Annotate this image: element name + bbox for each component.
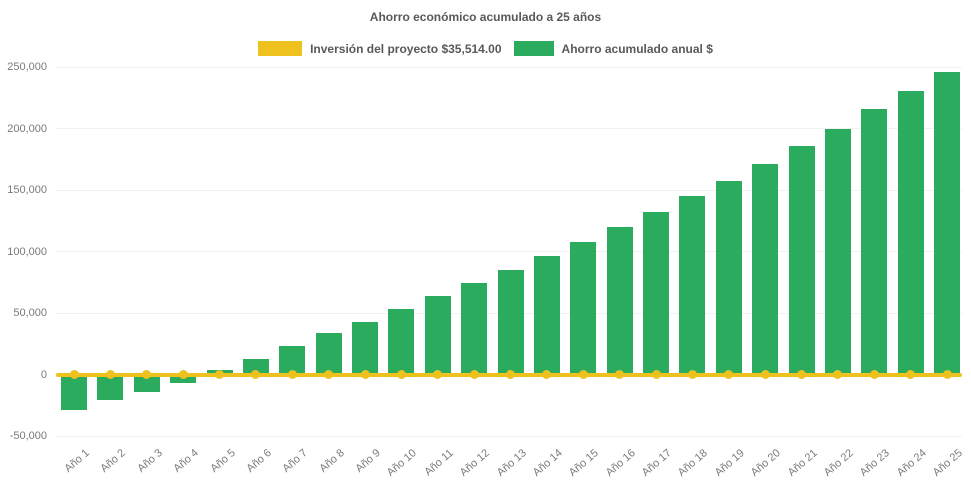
investment-line-marker[interactable] [360,370,370,379]
x-tick-label: Año 21 [785,447,820,479]
x-tick-label: Año 5 [207,447,238,475]
investment-line-marker[interactable] [324,370,334,379]
x-tick-label: Año 7 [280,447,311,475]
bar-año-19[interactable] [715,180,742,375]
gridline [56,251,962,252]
x-tick-label: Año 15 [566,447,602,479]
gridline [56,128,962,129]
bar-año-18[interactable] [679,195,706,375]
x-tick-label: Año 22 [821,447,856,479]
x-tick-label: Año 24 [894,447,929,479]
x-tick-label: Año 6 [244,447,274,475]
x-tick-label: Año 23 [857,447,893,479]
investment-line-marker[interactable] [578,370,588,379]
x-tick-label: Año 14 [530,447,565,479]
bar-año-10[interactable] [388,309,415,375]
investment-line-marker[interactable] [287,370,297,379]
x-tick-label: Año 20 [748,447,783,479]
investment-line-marker[interactable] [615,370,625,379]
bar-año-14[interactable] [533,255,560,375]
x-tick-label: Año 12 [457,447,492,479]
gridline [56,189,962,191]
x-tick-label: Año 9 [353,447,383,475]
investment-line-marker[interactable] [506,370,515,379]
legend-swatch-ahorro [513,41,554,56]
bar-año-21[interactable] [788,145,815,375]
x-tick-label: Año 8 [316,447,347,475]
investment-line-marker[interactable] [469,370,479,379]
x-tick-label: Año 2 [98,447,129,475]
gridline [56,66,962,68]
x-tick-label: Año 17 [639,447,674,479]
investment-line-marker[interactable] [178,370,188,379]
bar-año-11[interactable] [424,296,451,375]
y-tick-label: 50,000 [13,307,47,319]
investment-line-marker[interactable] [797,370,806,379]
investment-line-marker[interactable] [651,370,661,379]
investment-line-marker[interactable] [760,370,770,379]
bar-año-25[interactable] [934,71,960,375]
investment-line-marker[interactable] [542,370,552,379]
investment-line-marker[interactable] [105,370,115,379]
bar-año-22[interactable] [824,128,851,375]
investment-line-marker[interactable] [433,370,443,379]
bar-año-6[interactable] [242,358,269,375]
y-tick-label: 250,000 [7,61,47,73]
bar-año-15[interactable] [570,241,597,375]
investment-line-marker[interactable] [942,370,952,379]
bar-año-24[interactable] [897,90,924,375]
investment-line-marker[interactable] [906,370,916,379]
x-tick-label: Año 16 [603,447,638,479]
x-tick-label: Año 19 [712,447,747,479]
investment-line-marker[interactable] [215,370,224,379]
x-tick-label: Año 3 [135,447,165,475]
y-tick-label: 0 [40,368,47,381]
x-tick-label: Año 25 [930,447,965,479]
legend: Inversión del proyecto $35,514.00 Ahorro… [0,41,971,56]
chart-title: Ahorro económico acumulado a 25 años [369,10,602,24]
investment-line-marker[interactable] [396,370,406,379]
investment-line-marker[interactable] [869,370,879,379]
x-tick-label: Año 1 [62,447,92,475]
legend-item-inversion[interactable]: Inversión del proyecto $35,514.00 [258,41,502,56]
bar-año-20[interactable] [752,163,779,375]
x-tick-label: Año 4 [171,447,201,475]
investment-line-marker[interactable] [724,370,734,379]
investment-line-marker[interactable] [69,370,79,379]
bar-año-7[interactable] [279,346,306,375]
y-tick-label: 200,000 [7,122,47,135]
y-tick-label: 150,000 [7,184,47,196]
legend-label-ahorro: Ahorro acumulado anual $ [561,41,713,56]
gridline [56,435,962,437]
bar-año-9[interactable] [352,322,378,375]
legend-swatch-inversion [258,41,303,56]
y-tick-label: -50,000 [9,430,47,442]
x-tick-label: Año 11 [422,447,456,479]
y-tick-label: 100,000 [7,245,47,258]
bar-año-13[interactable] [497,269,524,375]
legend-label-inversion: Inversión del proyecto $35,514.00 [310,41,502,56]
bar-año-17[interactable] [643,211,669,375]
investment-line-marker[interactable] [251,370,261,379]
bar-año-12[interactable] [461,283,488,375]
investment-line-marker[interactable] [687,370,697,379]
bar-año-8[interactable] [315,333,342,375]
legend-item-ahorro[interactable]: Ahorro acumulado anual $ [513,41,713,56]
x-tick-label: Año 10 [385,447,420,479]
bar-año-16[interactable] [606,226,633,375]
x-tick-label: Año 18 [676,447,711,479]
bar-año-23[interactable] [861,109,888,375]
bar-año-3[interactable] [133,374,160,393]
x-tick-label: Año 13 [494,447,529,479]
bar-año-1[interactable] [61,374,87,410]
investment-line-marker[interactable] [142,370,152,379]
investment-line-marker[interactable] [833,370,843,379]
